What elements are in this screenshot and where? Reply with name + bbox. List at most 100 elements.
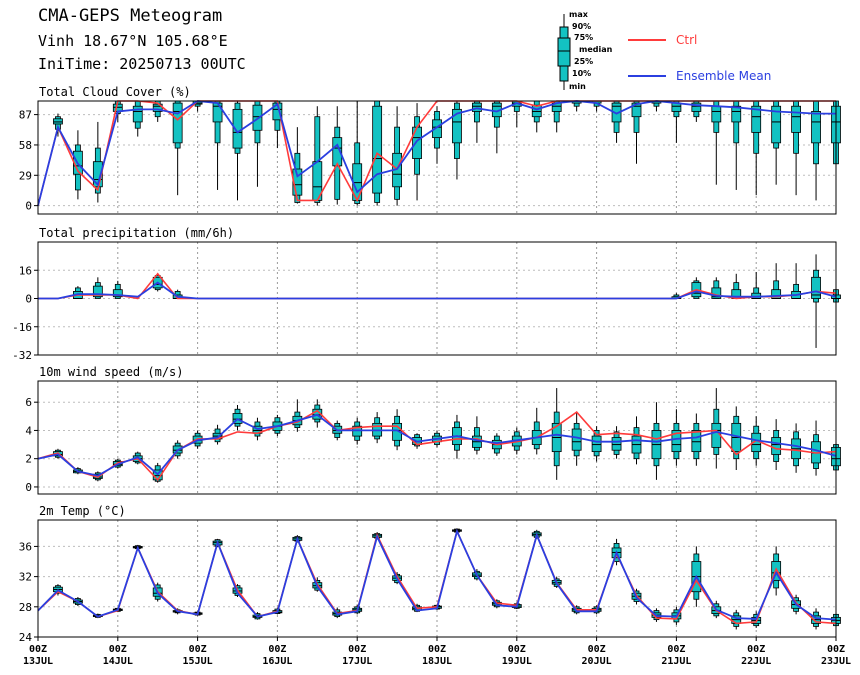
box-25-75 [811, 111, 821, 144]
box-25-75 [671, 430, 682, 453]
x-tick-label: 16JUL [262, 656, 292, 667]
ctrl-line [37, 409, 837, 482]
ensemble-box [172, 100, 183, 196]
x-tick-label: 00Z [428, 644, 446, 655]
ensemble-box [711, 100, 722, 185]
ensemble-mean-line [37, 528, 837, 621]
legend-box-label: 10% [572, 69, 591, 78]
box-25-75 [432, 119, 442, 139]
box-25-75 [53, 118, 63, 125]
panels: Total Cloud Cover (%) 0 29 58 87 Total precip… [12, 85, 841, 644]
box-25-75 [471, 102, 482, 112]
ensemble-box [92, 121, 103, 203]
legend-box-label: max [569, 10, 589, 19]
ensemble-box [771, 100, 782, 185]
x-tick-label: 15JUL [183, 656, 213, 667]
x-tick-label: 23JUL [821, 656, 851, 667]
x-axis: 00Z13JUL00Z14JUL00Z15JUL00Z16JUL00Z17JUL… [23, 637, 851, 667]
box-25-75 [751, 105, 762, 133]
x-tick-label: 00Z [827, 644, 845, 655]
ensemble-box [232, 405, 243, 431]
init-time-label: IniTime: 20250713 00UTC [38, 55, 246, 73]
ensemble-box [132, 100, 143, 137]
ensemble-box [73, 286, 83, 299]
ensemble-box [272, 100, 283, 149]
box-25-75 [691, 430, 702, 453]
box-25-75 [452, 108, 462, 144]
box-25-75 [771, 105, 782, 144]
x-tick-label: 00Z [109, 644, 127, 655]
box-25-75 [771, 437, 782, 455]
x-tick-label: 00Z [508, 644, 526, 655]
box-25-75 [691, 102, 702, 112]
panel-title: 2m Temp (°C) [39, 504, 126, 518]
panel-title: Total Cloud Cover (%) [39, 85, 191, 99]
legend-mean-label: Ensemble Mean [676, 69, 771, 83]
box-25-75 [571, 428, 582, 451]
ensemble-box [312, 106, 323, 206]
ensemble-mean-line [37, 413, 837, 477]
y-tick-label: 16 [19, 264, 32, 277]
ensemble-box [731, 100, 742, 190]
ensemble-box [811, 420, 821, 476]
ensemble-box [292, 127, 303, 204]
ensemble-box [791, 100, 801, 196]
box-25-75 [172, 102, 183, 144]
ensemble-box [531, 407, 542, 455]
box-25-75 [611, 437, 622, 451]
y-tick-label: 36 [19, 540, 32, 553]
ensemble-box [591, 426, 602, 462]
legend-box-inner [557, 37, 571, 67]
ensemble-box [751, 100, 762, 196]
ensemble-box [412, 103, 422, 201]
ensemble-box [811, 100, 821, 201]
ensemble-mean-line [38, 281, 837, 300]
legend-box-label: min [569, 82, 586, 91]
box-25-75 [112, 289, 123, 298]
ensemble-box [372, 412, 383, 444]
ensemble-box [731, 609, 742, 630]
panel: 10m wind speed (m/s) 0 2 4 6 [25, 365, 841, 495]
x-tick-label: 22JUL [741, 656, 771, 667]
ensemble-box [631, 100, 642, 164]
ensemble-box [292, 399, 303, 432]
ensemble-box [691, 413, 702, 466]
ensemble-box [671, 100, 682, 143]
x-tick-label: 00Z [588, 644, 606, 655]
box-25-75 [631, 102, 642, 118]
y-tick-label: 4 [25, 424, 32, 437]
box-25-75 [132, 105, 143, 123]
ensemble-box [791, 423, 801, 473]
y-tick-label: -32 [12, 349, 32, 362]
meteogram-title: CMA-GEPS Meteogram [38, 6, 223, 26]
y-tick-label: 32 [19, 571, 32, 584]
y-tick-label: 58 [19, 139, 32, 152]
ensemble-box [252, 100, 263, 187]
y-tick-label: 28 [19, 601, 32, 614]
ensemble-box [651, 100, 662, 112]
box-25-75 [332, 137, 343, 167]
ensemble-box [771, 419, 782, 470]
legend-box-label: 90% [572, 22, 591, 31]
x-tick-label: 00Z [268, 644, 286, 655]
ensemble-box [751, 272, 762, 299]
x-tick-label: 00Z [189, 644, 207, 655]
x-tick-label: 21JUL [661, 656, 691, 667]
panel: Total precipitation (mm/6h) -32 -16 0 16 [12, 226, 841, 362]
x-tick-label: 13JUL [23, 656, 53, 667]
ensemble-box [212, 100, 223, 190]
x-tick-label: 14JUL [103, 656, 133, 667]
y-tick-label: 87 [19, 109, 32, 122]
x-tick-label: 20JUL [582, 656, 612, 667]
box-25-75 [611, 102, 622, 123]
box-25-75 [731, 105, 742, 123]
y-tick-label: 24 [19, 631, 33, 644]
y-tick-label: 0 [25, 200, 32, 213]
ensemble-box [771, 263, 782, 299]
box-25-75 [711, 105, 722, 123]
box-25-75 [671, 102, 682, 112]
ensemble-box [392, 106, 403, 206]
y-tick-label: 6 [25, 396, 32, 409]
y-tick-label: 2 [25, 453, 32, 466]
